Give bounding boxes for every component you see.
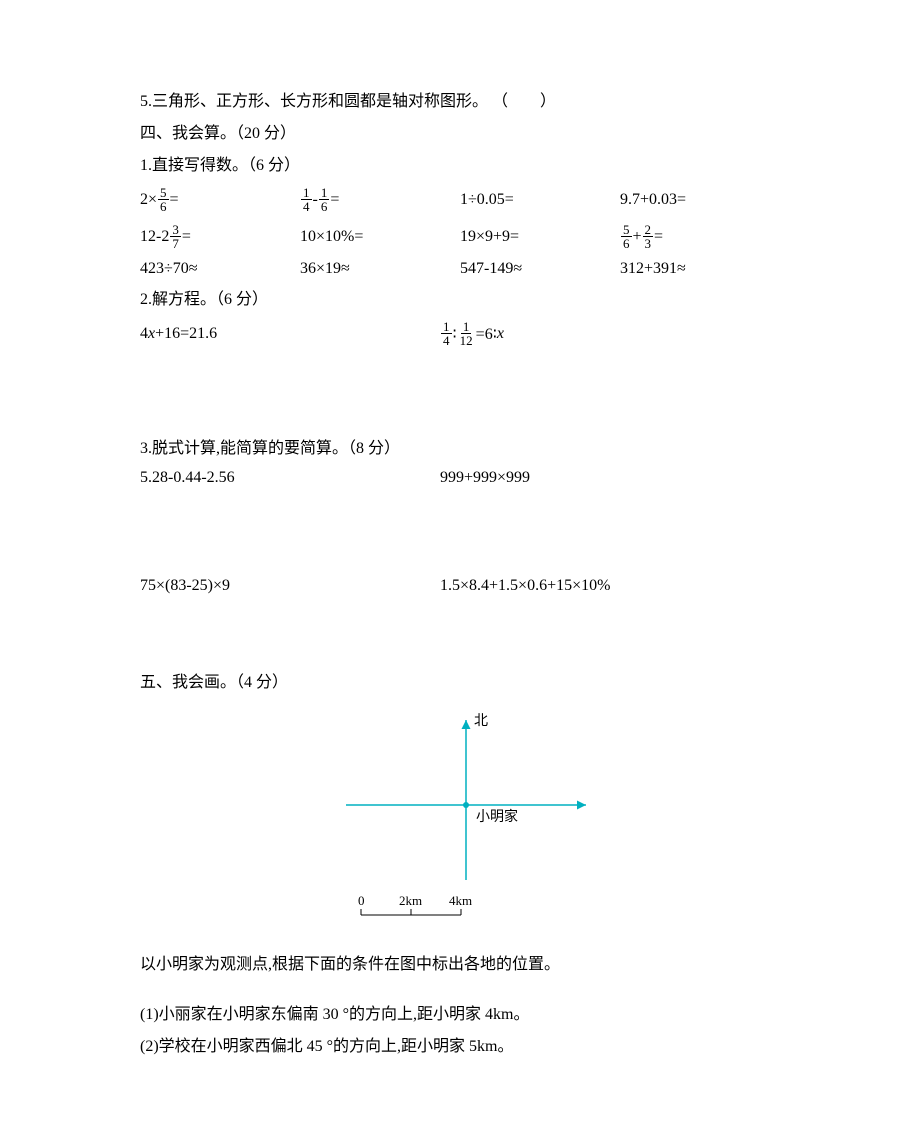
cell: 1.5×8.4+1.5×0.6+15×10% bbox=[440, 577, 740, 595]
s4-q1-row1: 2× 56 = 14 - 16 = 1÷0.05= 9.7+0.03= bbox=[140, 186, 761, 213]
cell: 9.7+0.03= bbox=[620, 191, 780, 209]
s5-item-2: (2)学校在小明家西偏北 45 °的方向上,距小明家 5km。 bbox=[140, 1035, 761, 1059]
cell: 12-2 37 = bbox=[140, 223, 300, 250]
s4-q3-row1: 5.28-0.44-2.56 999+999×999 bbox=[140, 469, 761, 487]
fraction: 112 bbox=[458, 320, 475, 347]
text: = bbox=[330, 191, 339, 209]
cell: 4 x +16=21.6 bbox=[140, 325, 440, 343]
text: =6∶ bbox=[476, 324, 497, 344]
fraction: 56 bbox=[158, 186, 169, 213]
svg-text:北: 北 bbox=[474, 713, 488, 729]
compass-diagram: 北小明家 0 2km 4km bbox=[140, 705, 761, 935]
variable-x: x bbox=[148, 325, 155, 343]
cell: 423÷70≈ bbox=[140, 260, 300, 278]
s4-q1-row2: 12-2 37 = 10×10%= 19×9+9= 56 + 23 = bbox=[140, 223, 761, 250]
text: - bbox=[313, 191, 318, 209]
section-5-title: 五、我会画。（4 分） bbox=[140, 671, 761, 695]
s4-q2-row1: 4 x +16=21.6 14 ∶ 112 =6∶ x bbox=[140, 320, 761, 347]
cell: 75×(83-25)×9 bbox=[140, 577, 440, 595]
cell: 5.28-0.44-2.56 bbox=[140, 469, 440, 487]
fraction: 14 bbox=[301, 186, 312, 213]
cell: 19×9+9= bbox=[460, 228, 620, 246]
cell: 547-149≈ bbox=[460, 260, 620, 278]
s4-q1-row3: 423÷70≈ 36×19≈ 547-149≈ 312+391≈ bbox=[140, 260, 761, 278]
text: 12-2 bbox=[140, 228, 169, 246]
s4-q3-title: 3.脱式计算,能简算的要简算。（8 分） bbox=[140, 437, 761, 461]
text: 4 bbox=[140, 325, 148, 343]
fraction: 14 bbox=[441, 320, 452, 347]
cell: 10×10%= bbox=[300, 228, 460, 246]
cell: 1÷0.05= bbox=[460, 191, 620, 209]
cell: 14 ∶ 112 =6∶ x bbox=[440, 320, 740, 347]
text: ∶ bbox=[453, 324, 457, 344]
svg-text:小明家: 小明家 bbox=[476, 808, 518, 825]
question-5: 5.三角形、正方形、长方形和圆都是轴对称图形。 （ ） bbox=[140, 90, 761, 114]
cell: 312+391≈ bbox=[620, 260, 780, 278]
fraction: 56 bbox=[621, 223, 632, 250]
text: + bbox=[633, 228, 642, 246]
section-4-title: 四、我会算。（20 分） bbox=[140, 122, 761, 146]
cell: 56 + 23 = bbox=[620, 223, 780, 250]
text: +16=21.6 bbox=[155, 325, 217, 343]
fraction: 23 bbox=[643, 223, 654, 250]
compass-svg: 北小明家 0 2km 4km bbox=[291, 705, 611, 935]
svg-text:2km: 2km bbox=[399, 893, 422, 908]
svg-text:4km: 4km bbox=[449, 893, 472, 908]
s5-intro: 以小明家为观测点,根据下面的条件在图中标出各地的位置。 bbox=[140, 953, 761, 977]
s4-q3-row2: 75×(83-25)×9 1.5×8.4+1.5×0.6+15×10% bbox=[140, 577, 761, 595]
fraction: 37 bbox=[170, 223, 181, 250]
text: 2× bbox=[140, 191, 157, 209]
cell: 2× 56 = bbox=[140, 186, 300, 213]
fraction: 16 bbox=[319, 186, 330, 213]
s4-q1-title: 1.直接写得数。（6 分） bbox=[140, 154, 761, 178]
cell: 14 - 16 = bbox=[300, 186, 460, 213]
s4-q2-title: 2.解方程。（6 分） bbox=[140, 288, 761, 312]
text: = bbox=[170, 191, 179, 209]
variable-x: x bbox=[497, 325, 504, 343]
text: = bbox=[654, 228, 663, 246]
s5-item-1: (1)小丽家在小明家东偏南 30 °的方向上,距小明家 4km。 bbox=[140, 1003, 761, 1027]
text: = bbox=[182, 228, 191, 246]
cell: 36×19≈ bbox=[300, 260, 460, 278]
svg-text:0: 0 bbox=[358, 893, 365, 908]
cell: 999+999×999 bbox=[440, 469, 740, 487]
